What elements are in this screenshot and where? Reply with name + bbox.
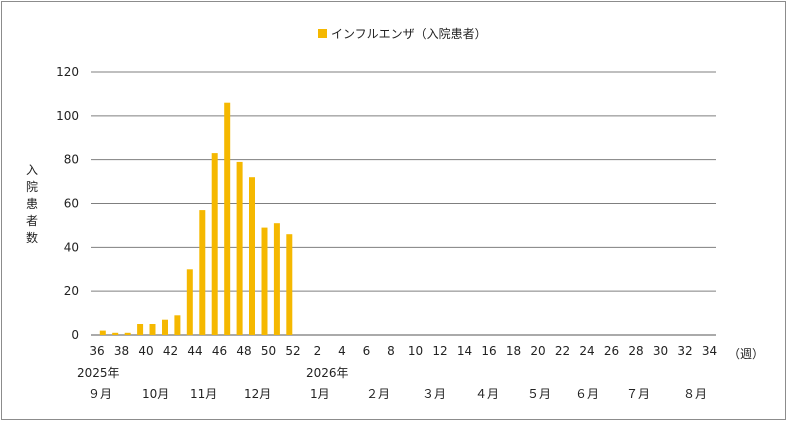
y-tick-label: 120 [56, 65, 79, 79]
month-label: ８月 [683, 387, 707, 401]
x-tick-label: 16 [481, 344, 496, 358]
x-tick-label: 36 [89, 344, 104, 358]
month-label: 12月 [244, 387, 271, 401]
bar [261, 227, 268, 335]
bar [149, 324, 156, 335]
month-label: ４月 [475, 387, 499, 401]
month-label: ５月 [527, 387, 551, 401]
month-label: ３月 [422, 387, 446, 401]
x-tick-label: 46 [212, 344, 227, 358]
x-tick-label: 4 [338, 344, 346, 358]
x-tick-label: 52 [285, 344, 300, 358]
legend-swatch [318, 29, 327, 38]
month-label: 1月 [310, 387, 330, 401]
x-tick-label: 22 [555, 344, 570, 358]
y-tick-label: 20 [64, 284, 79, 298]
legend-label: インフルエンザ（入院患者） [331, 27, 487, 41]
bar [112, 332, 119, 335]
y-tick-label: 40 [64, 240, 79, 254]
x-tick-label: 26 [604, 344, 619, 358]
bar [273, 223, 280, 335]
x-tick-label: 50 [261, 344, 276, 358]
bar [199, 210, 206, 335]
bar [137, 324, 144, 335]
x-tick-label: 14 [457, 344, 472, 358]
year-label: 2025年 [77, 366, 120, 380]
y-axis-label-char: 入 [26, 163, 38, 177]
month-label: ２月 [366, 387, 390, 401]
bar [236, 161, 243, 335]
legend: インフルエンザ（入院患者） [318, 27, 487, 41]
x-tick-label: 40 [138, 344, 153, 358]
bar [186, 269, 193, 336]
month-label: ６月 [575, 387, 599, 401]
month-label: 10月 [142, 387, 169, 401]
x-tick-label: 10 [408, 344, 423, 358]
x-tick-labels: 36 38 40 42 44 46 48 50 52 2 4 6 8 10 12 14 16 18 20 22 24 26… [89, 344, 717, 358]
bar [162, 319, 168, 335]
x-tick-label: 44 [187, 344, 202, 358]
bar [211, 153, 218, 335]
x-tick-label: 28 [628, 344, 643, 358]
month-label: 11月 [190, 387, 217, 401]
year-label: 2026年 [306, 366, 349, 380]
bar [124, 332, 131, 335]
x-tick-label: 12 [432, 344, 447, 358]
y-axis-label-char: 患 [26, 197, 38, 211]
month-labels: 2025年 2026年 ９月 10月 11月 12月 1月 ２月 ３月 ４月 ５月 ６月 ７月 ８月 [77, 366, 707, 401]
x-tick-label: 8 [387, 344, 395, 358]
bar [249, 177, 255, 335]
gridlines [91, 71, 716, 336]
month-label: ９月 [88, 387, 112, 401]
y-tick-labels: 0 20 40 60 80 100 120 [56, 65, 79, 342]
bar [224, 102, 231, 335]
y-tick-label: 100 [56, 109, 79, 123]
x-tick-label: 24 [579, 344, 594, 358]
y-axis-label-char: 院 [26, 180, 38, 194]
bar [99, 330, 106, 335]
y-tick-label: 60 [64, 197, 79, 211]
y-axis-label-char: 数 [26, 230, 38, 245]
x-tick-label: 42 [163, 344, 178, 358]
x-unit-label: （週） [728, 347, 764, 361]
x-tick-label: 32 [677, 344, 692, 358]
x-tick-label: 30 [653, 344, 668, 358]
bar [286, 234, 293, 335]
bars [99, 102, 293, 336]
x-tick-label: 6 [363, 344, 371, 358]
x-tick-label: 2 [314, 344, 322, 358]
y-tick-label: 0 [71, 328, 79, 342]
x-tick-label: 34 [702, 344, 717, 358]
x-tick-label: 20 [530, 344, 545, 358]
x-tick-label: 48 [236, 344, 251, 358]
y-tick-label: 80 [64, 153, 79, 167]
x-tick-label: 18 [506, 344, 521, 358]
bar [174, 315, 181, 335]
x-tick-label: 38 [114, 344, 129, 358]
y-axis-label-char: 者 [26, 214, 38, 228]
month-label: ７月 [626, 387, 650, 401]
